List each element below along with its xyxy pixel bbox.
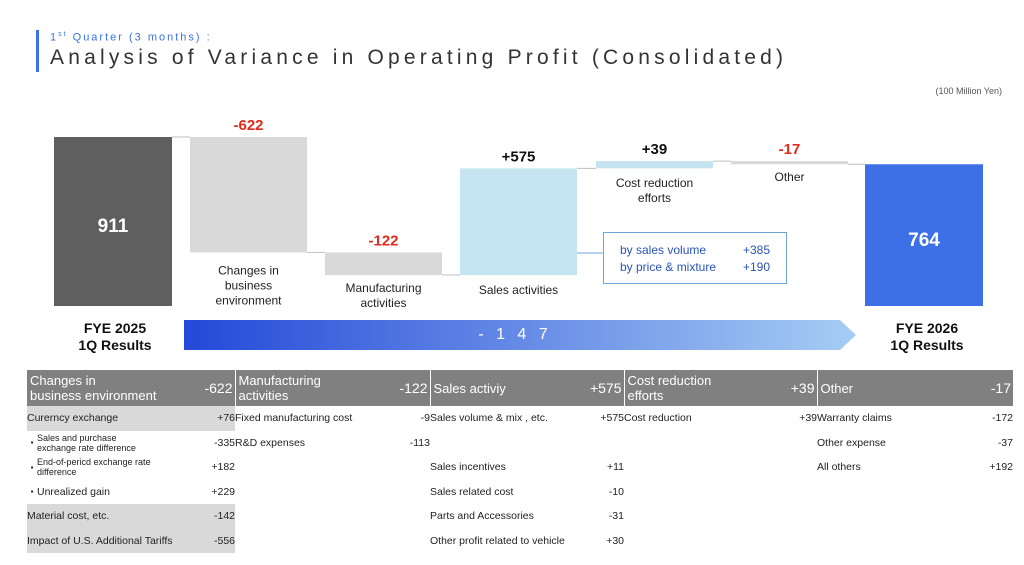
- total-change-label: - 1 4 7: [478, 326, 552, 343]
- unit-label: (100 Million Yen): [935, 86, 1002, 96]
- bar-step-3: [460, 168, 577, 276]
- bar-step-1-category-label: Changes in: [218, 263, 279, 277]
- bar-step-2-category-label: activities: [360, 296, 406, 310]
- table-header-row: Changes in business environment -622 Manu…: [27, 370, 1013, 406]
- header-value: -17: [990, 380, 1011, 396]
- bar-step-5: [731, 161, 848, 165]
- bar-step-5-value-label: -17: [779, 141, 801, 158]
- bar-step-4-value-label: +39: [642, 141, 667, 158]
- variance-detail-table: Changes in business environment -622 Manu…: [27, 370, 1013, 553]
- bar-step-1: [190, 137, 307, 253]
- breakdown-row-price: by price & mixture +190: [620, 260, 770, 274]
- page-title: Analysis of Variance in Operating Profit…: [50, 46, 788, 69]
- table-row: ▪ End-of-pericd exchange rate difference +…: [27, 455, 1013, 480]
- header-other: Other: [816, 370, 975, 406]
- header-value: +575: [589, 380, 622, 396]
- table-row: Impact of U.S. Additional Tariffs -556 O…: [27, 528, 1013, 553]
- bullet-icon: ▪: [30, 462, 34, 472]
- header-value: -622: [204, 380, 233, 396]
- breakdown-row-volume: by sales volume +385: [620, 243, 770, 257]
- bar-step-5-category-label: Other: [774, 170, 804, 184]
- bar-step-4: [596, 161, 713, 169]
- sales-breakdown-callout: by sales volume +385 by price & mixture …: [603, 232, 787, 284]
- header-value: -122: [399, 380, 428, 396]
- bar-step-2: [325, 252, 442, 276]
- bar-step-2-category-label: Manufacturing: [345, 281, 421, 295]
- bar-step-1-category-label: business: [225, 278, 272, 292]
- start-bar-label: FYE 2025 1Q Results: [78, 320, 152, 353]
- bar-start-value-label: 911: [98, 216, 129, 237]
- bar-step-3-value-label: +575: [502, 148, 536, 165]
- bar-step-2-value-label: -122: [368, 232, 398, 249]
- page-subtitle: 1st Quarter (3 months) :: [50, 31, 212, 44]
- total-change-arrow: [184, 320, 856, 350]
- header-manufacturing: Manufacturing activities: [234, 370, 395, 406]
- bullet-icon: ▪: [30, 487, 34, 497]
- table-row: ▪ Unrealized gain +229 Sales related cost…: [27, 480, 1013, 505]
- bar-start: [54, 137, 172, 306]
- bar-step-4-category-label: Cost reduction: [616, 176, 693, 190]
- table-row: Material cost, etc. -142 Parts and Acces…: [27, 504, 1013, 529]
- table-row: Curerncy exchange +76 Fixed manufacturin…: [27, 406, 1013, 431]
- title-accent-bar: [36, 30, 39, 72]
- bar-end: [865, 164, 983, 306]
- header-cost-reduction: Cost reduction efforts: [623, 370, 784, 406]
- bar-step-1-category-label: environment: [215, 293, 282, 307]
- table-row: ▪ Sales and purchase exchange rate differe…: [27, 431, 1013, 456]
- header-sales: Sales activiy: [429, 370, 588, 406]
- bar-step-4-category-label: efforts: [638, 191, 671, 205]
- header-value: +39: [790, 380, 815, 396]
- bullet-icon: ▪: [30, 438, 34, 448]
- end-bar-label: FYE 2026 1Q Results: [890, 320, 964, 353]
- bar-step-1-value-label: -622: [233, 117, 263, 134]
- bar-end-value-label: 764: [908, 230, 940, 251]
- header-business-env: Changes in business environment: [30, 373, 157, 403]
- bar-step-3-category-label: Sales activities: [479, 283, 558, 297]
